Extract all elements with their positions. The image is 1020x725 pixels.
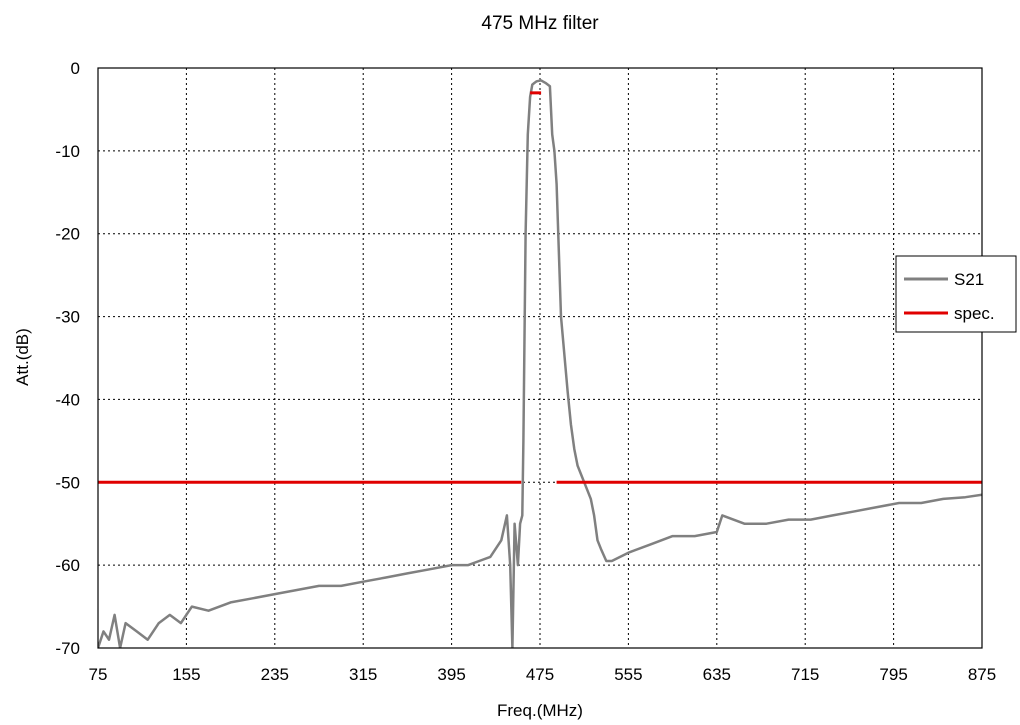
legend-box xyxy=(895,255,1017,333)
legend-label: spec. xyxy=(954,304,995,323)
x-tick-label: 475 xyxy=(526,665,554,684)
chart-title: 475 MHz filter xyxy=(481,13,599,34)
legend: S21 spec. xyxy=(895,255,1017,333)
x-axis-ticks: 75 155 235 315 395 475 555 635 715 795 875 xyxy=(89,665,997,684)
y-tick-label: -30 xyxy=(55,308,80,327)
grid xyxy=(98,68,982,648)
series-line-s21 xyxy=(98,79,982,648)
x-tick-label: 555 xyxy=(614,665,642,684)
y-tick-label: -70 xyxy=(55,639,80,658)
y-tick-label: -60 xyxy=(55,556,80,575)
x-tick-label: 235 xyxy=(261,665,289,684)
plot-frame xyxy=(97,67,983,649)
y-tick-label: -50 xyxy=(55,473,80,492)
y-axis-ticks: 0 -10 -20 -30 -40 -50 -60 -70 xyxy=(55,59,80,658)
y-tick-label: -10 xyxy=(55,142,80,161)
y-tick-label: -40 xyxy=(55,390,80,409)
series-layer xyxy=(98,79,982,648)
x-tick-label: 395 xyxy=(437,665,465,684)
y-axis-label: Att.(dB) xyxy=(13,328,32,386)
x-tick-label: 155 xyxy=(172,665,200,684)
x-tick-label: 75 xyxy=(89,665,108,684)
x-tick-label: 795 xyxy=(879,665,907,684)
x-tick-label: 875 xyxy=(968,665,996,684)
x-tick-label: 635 xyxy=(703,665,731,684)
y-tick-label: 0 xyxy=(71,59,80,78)
x-axis-label: Freq.(MHz) xyxy=(497,701,583,720)
y-tick-label: -20 xyxy=(55,225,80,244)
legend-label: S21 xyxy=(954,270,984,289)
x-tick-label: 315 xyxy=(349,665,377,684)
x-tick-label: 715 xyxy=(791,665,819,684)
